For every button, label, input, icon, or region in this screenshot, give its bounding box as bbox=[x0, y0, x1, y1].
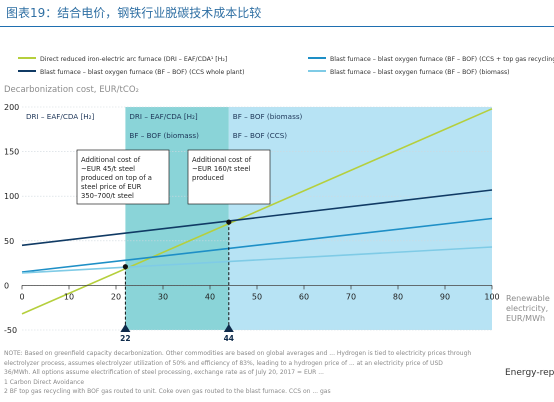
x-tick-label: 60 bbox=[299, 292, 309, 301]
legend-entry: Blast furnace – blast oxygen furnace (BF… bbox=[330, 56, 554, 63]
price-region bbox=[125, 107, 229, 330]
y-tick-label: 0 bbox=[4, 281, 9, 290]
annotation-line: steel price of EUR bbox=[81, 183, 142, 191]
x-tick-label: 30 bbox=[158, 292, 168, 301]
series-line bbox=[21, 189, 493, 247]
annotation-text: Additional cost of ~EUR 45/t steel produce… bbox=[81, 156, 152, 200]
x-tick-label: 80 bbox=[393, 292, 403, 301]
annotation-line: produced on top of a bbox=[81, 174, 152, 182]
annotation-line: ~EUR 160/t steel bbox=[192, 165, 251, 173]
marker-triangle bbox=[120, 324, 131, 332]
annotation-box bbox=[187, 149, 271, 205]
y-tick-label: 150 bbox=[4, 148, 19, 157]
marker-label: 44 bbox=[224, 334, 234, 343]
footnote-line: 36/MWh. All options assume electrificati… bbox=[4, 369, 324, 376]
footnote-line: electrolyzer process, assumes electrolyz… bbox=[4, 359, 443, 367]
annotation-text: Additional cost of ~EUR 160/t steel produc… bbox=[192, 156, 252, 182]
threshold-markers: 22 44 bbox=[120, 219, 234, 343]
x-axis-label-line-1: Renewable bbox=[506, 294, 550, 303]
y-axis-label: Decarbonization cost, EUR/tCO₂ bbox=[4, 85, 139, 95]
y-tick-label: 100 bbox=[4, 192, 19, 201]
annotation-line: produced bbox=[192, 174, 224, 182]
marker-point bbox=[226, 219, 232, 225]
region-label: BF – BOF (biomass) bbox=[129, 131, 199, 140]
series-line bbox=[21, 246, 493, 274]
marker-triangle bbox=[223, 324, 234, 332]
series-lines bbox=[21, 108, 493, 315]
marker-label: 22 bbox=[120, 334, 130, 343]
series-line bbox=[21, 108, 493, 315]
y-tick-label: 50 bbox=[4, 237, 14, 246]
x-tick-label: 40 bbox=[205, 292, 215, 301]
legend: Direct reduced iron-electric arc furnace… bbox=[18, 56, 554, 76]
x-axis-label-line-2: electricity, bbox=[506, 304, 548, 313]
marker-point bbox=[122, 264, 128, 270]
annotation-line: ~EUR 45/t steel bbox=[81, 165, 135, 173]
series-line bbox=[21, 217, 493, 273]
price-regions: DRI – EAF/CDA [H₂] BF – BOF (biomass) BF –… bbox=[26, 107, 493, 330]
x-tick-label: 70 bbox=[346, 292, 356, 301]
annotation-line: Additional cost of bbox=[81, 156, 141, 164]
chart: Direct reduced iron-electric arc furnace… bbox=[4, 56, 554, 343]
watermark: Energy-report bbox=[505, 368, 554, 378]
footnote-line: 1 Carbon Direct Avoidance bbox=[4, 378, 85, 386]
x-tick-label: 20 bbox=[111, 292, 121, 301]
legend-entry: Blast furnace – blast oxygen furnace (BF… bbox=[40, 69, 244, 76]
title-divider bbox=[0, 26, 554, 27]
figure-title: 图表19：结合电价，钢铁行业脱碳技术成本比较 bbox=[6, 6, 262, 20]
x-tick-label: 100 bbox=[484, 292, 499, 301]
legend-entry: Blast furnace – blast oxygen furnace (BF… bbox=[330, 69, 510, 76]
footnote-line: NOTE: Based on greenfield capacity decar… bbox=[4, 350, 472, 357]
y-tick-label: -50 bbox=[4, 326, 17, 335]
region-label: BF – BOF (CCS) bbox=[233, 131, 288, 140]
legend-entry: Direct reduced iron-electric arc furnace… bbox=[40, 56, 227, 63]
annotation-line: 350–700/t steel bbox=[81, 192, 134, 200]
x-tick-label: 10 bbox=[64, 292, 74, 301]
region-label: BF – BOF (biomass) bbox=[233, 112, 303, 121]
price-region bbox=[228, 107, 493, 330]
region-label: DRI – EAF/CDA [H₂] bbox=[129, 112, 198, 121]
y-tick-label: 200 bbox=[4, 103, 19, 112]
annotation-line: Additional cost of bbox=[192, 156, 252, 164]
x-axis-label-line-3: EUR/MWh bbox=[506, 314, 545, 323]
region-label: DRI – EAF/CDA [H₂] bbox=[26, 112, 95, 121]
annotations: Additional cost of ~EUR 45/t steel produce… bbox=[76, 149, 271, 205]
footnotes: NOTE: Based on greenfield capacity decar… bbox=[4, 349, 524, 397]
x-tick-label: 90 bbox=[440, 292, 450, 301]
x-tick-label: 0 bbox=[19, 292, 24, 301]
annotation-box bbox=[76, 149, 170, 205]
x-tick-label: 50 bbox=[252, 292, 262, 301]
axes: 0 10 20 30 40 50 60 70 80 90 100 bbox=[19, 284, 500, 301]
footnote-line: 2 BF top gas recycling with BOF gas rout… bbox=[4, 388, 331, 395]
